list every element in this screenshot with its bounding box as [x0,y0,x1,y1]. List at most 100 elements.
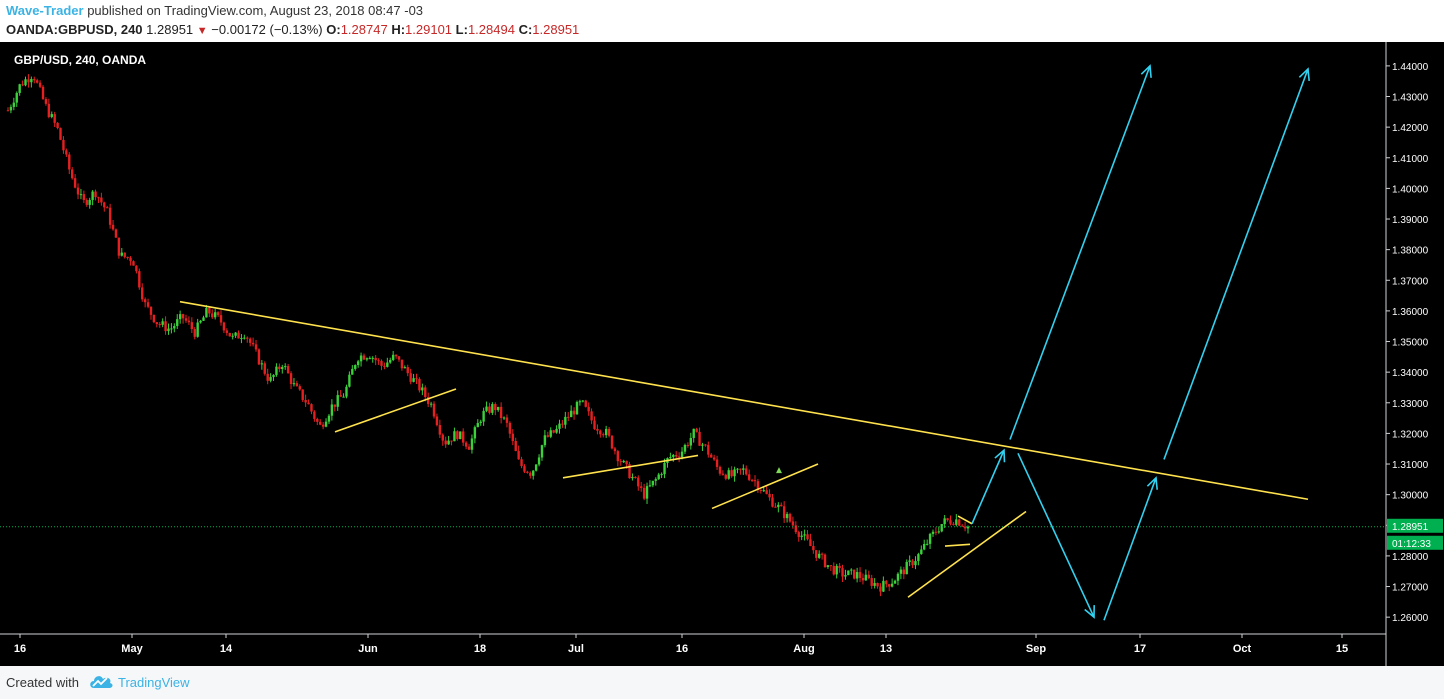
y-tick-label: 1.30000 [1392,491,1429,502]
candle-body [637,477,640,487]
candle-body [205,307,208,318]
candle-body [698,431,701,446]
candle-body [53,114,56,123]
candle-body [41,86,45,100]
candle-body [321,424,325,427]
y-tick-label: 1.42000 [1392,123,1429,134]
candle-body [952,523,955,525]
candle-body [114,229,118,238]
candle-body [176,319,179,327]
tradingview-link[interactable]: TradingView [118,675,190,690]
candle-body [173,326,176,329]
candle-body [540,445,544,458]
candle-body [587,406,590,412]
candle-body [552,430,555,433]
candle-body [561,423,564,425]
candle-body [365,358,369,360]
candle-body [91,191,94,200]
candle-body [202,317,205,321]
open-value: 1.28747 [340,22,388,37]
candle-body [488,406,491,413]
candle-body [231,335,234,337]
candle-body [394,354,398,357]
candle-body [812,546,815,551]
candle-body [785,513,789,519]
chart-svg[interactable]: 1.260001.270001.280001.290001.300001.310… [0,42,1444,666]
low-value: 1.28494 [467,22,515,37]
candle-body [853,569,856,579]
candle-body [24,79,27,86]
candle-body [660,474,663,476]
candle-body [963,526,967,529]
candle-body [333,404,337,407]
candle-body [111,224,115,230]
tradingview-cloud-icon[interactable] [88,672,114,692]
candle-body [444,440,447,445]
y-tick-label: 1.38000 [1392,246,1429,257]
candle-body [902,569,906,575]
candle-body [946,518,949,521]
candle-body [514,441,517,452]
candle-body [815,550,818,558]
candle-body [345,386,348,397]
trend-line [562,454,699,479]
projection-arrow [1009,65,1151,440]
candle-body [106,207,109,209]
candle-body [6,110,10,112]
countdown-label: 01:12:33 [1392,539,1431,550]
o-label: O: [326,22,341,37]
candle-body [520,459,523,467]
candle-body [581,400,585,402]
candle-body [356,361,360,366]
candle-body [62,139,65,151]
author-link[interactable]: Wave-Trader [6,3,84,18]
candle-body [841,568,844,577]
candle-body [704,444,707,446]
candle-body [15,92,18,103]
projection-arrow [1163,68,1309,460]
candle-body [56,122,59,129]
candle-body [386,362,389,367]
candle-body [494,404,497,411]
publish-line: Wave-Trader published on TradingView.com… [6,3,423,18]
candle-body [873,583,876,586]
candle-body [607,428,611,436]
candle-body [429,403,433,405]
candle-body [669,457,672,459]
candle-body [409,373,412,382]
candle-body [187,320,191,323]
candle-body [304,399,307,403]
candle-body [925,543,929,545]
candle-body [391,354,395,361]
candle-body [958,519,961,526]
candle-body [739,468,742,470]
y-tick-label: 1.28000 [1392,552,1429,563]
candle-body [222,322,226,331]
candle-body [143,299,147,303]
candle-body [683,444,687,452]
candle-body [260,363,264,365]
candle-body [196,322,199,337]
chart-area[interactable]: 1.260001.270001.280001.290001.300001.310… [0,42,1444,666]
candle-body [707,444,710,455]
y-tick-label: 1.39000 [1392,215,1429,226]
candle-body [464,442,468,447]
candle-body [470,438,474,450]
candle-body [905,561,908,575]
high-value: 1.29101 [405,22,453,37]
candle-body [575,402,579,415]
header: Wave-Trader published on TradingView.com… [0,0,1444,42]
price-axis [1386,42,1444,666]
candle-body [572,410,576,415]
candle-body [610,435,614,449]
candle-body [65,150,68,155]
trend-line [711,463,819,510]
candle-body [648,485,652,487]
candle-body [453,431,456,442]
candle-body [896,573,900,581]
candle-body [208,307,211,314]
projection-arrow [971,449,1005,525]
published-text: published on TradingView.com, August 23,… [87,3,424,18]
candle-body [289,373,293,385]
candle-body [616,451,620,462]
